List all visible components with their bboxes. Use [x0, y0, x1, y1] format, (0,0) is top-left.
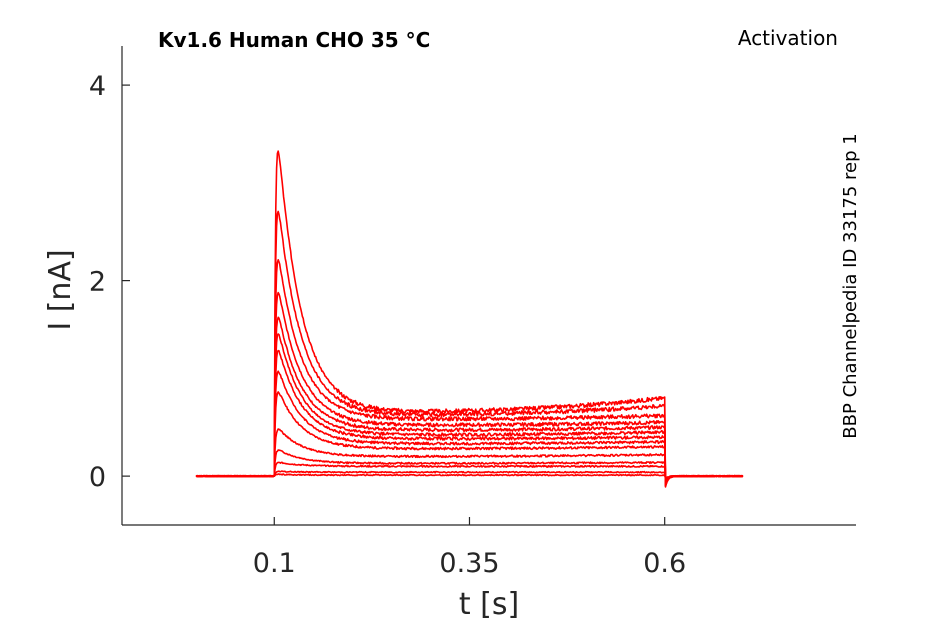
current-trace-9 [195, 391, 744, 483]
current-trace-8 [195, 370, 743, 484]
current-trace-7 [195, 349, 744, 484]
y-tick-label: 0 [89, 462, 106, 493]
x-axis-ticks: 0.1 0.35 0.6 [253, 517, 686, 579]
y-tick-label: 4 [89, 71, 106, 102]
current-trace-4 [195, 291, 744, 487]
channelpedia-id-label: BBP Channelpedia ID 33175 rep 1 [840, 133, 861, 438]
current-trace-12 [195, 461, 743, 481]
current-trace-5 [195, 316, 743, 486]
y-axis-label: I [nA] [43, 249, 78, 330]
protocol-label: Activation [738, 26, 838, 50]
x-axis-label: t [s] [459, 587, 519, 622]
current-trace-2 [195, 210, 743, 487]
chart-title: Kv1.6 Human CHO 35 °C [158, 28, 430, 52]
current-trace-1 [195, 150, 744, 488]
current-trace-11 [195, 449, 744, 482]
current-traces [195, 150, 744, 488]
x-tick-label: 0.6 [643, 548, 686, 579]
current-trace-3 [195, 258, 744, 487]
current-trace-10 [195, 428, 744, 483]
current-trace-6 [195, 333, 743, 486]
y-axis-ticks: 0 2 4 [89, 71, 130, 493]
x-tick-label: 0.35 [439, 548, 499, 579]
current-trace-14 [196, 473, 744, 480]
x-tick-label: 0.1 [253, 548, 296, 579]
y-tick-label: 2 [89, 267, 106, 298]
current-trace-13 [195, 470, 744, 481]
